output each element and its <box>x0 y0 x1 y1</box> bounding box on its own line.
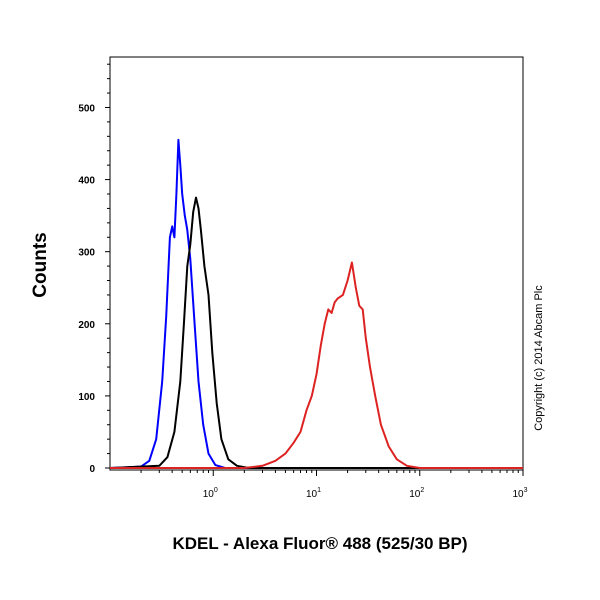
y-tick-label: 400 <box>78 176 95 187</box>
plot-frame <box>109 56 524 471</box>
y-tick-label: 200 <box>78 320 95 331</box>
y-tick-label: 500 <box>78 103 95 114</box>
series-line-1 <box>109 138 523 469</box>
series-line-2 <box>109 196 523 469</box>
copyright-annotation: Copyright (c) 2014 Abcam Plc <box>533 285 545 431</box>
x-axis: 100 101 102 103 <box>140 470 528 500</box>
y-tick-label: 300 <box>78 248 95 259</box>
x-axis-label: KDEL - Alexa Fluor® 488 (525/30 BP) <box>172 534 468 553</box>
x-tick-label: 103 <box>512 487 527 500</box>
y-axis-label: Counts <box>30 232 51 298</box>
x-tick-label: 102 <box>409 487 424 500</box>
y-tick-label: 100 <box>78 392 95 403</box>
x-tick-label: 100 <box>203 487 218 500</box>
x-tick-label: 101 <box>306 487 321 500</box>
series-layer <box>109 138 523 469</box>
y-tick-label: 0 <box>89 464 95 475</box>
series-line-3 <box>110 261 523 469</box>
y-axis: 0 100 200 300 400 500 <box>78 63 110 475</box>
